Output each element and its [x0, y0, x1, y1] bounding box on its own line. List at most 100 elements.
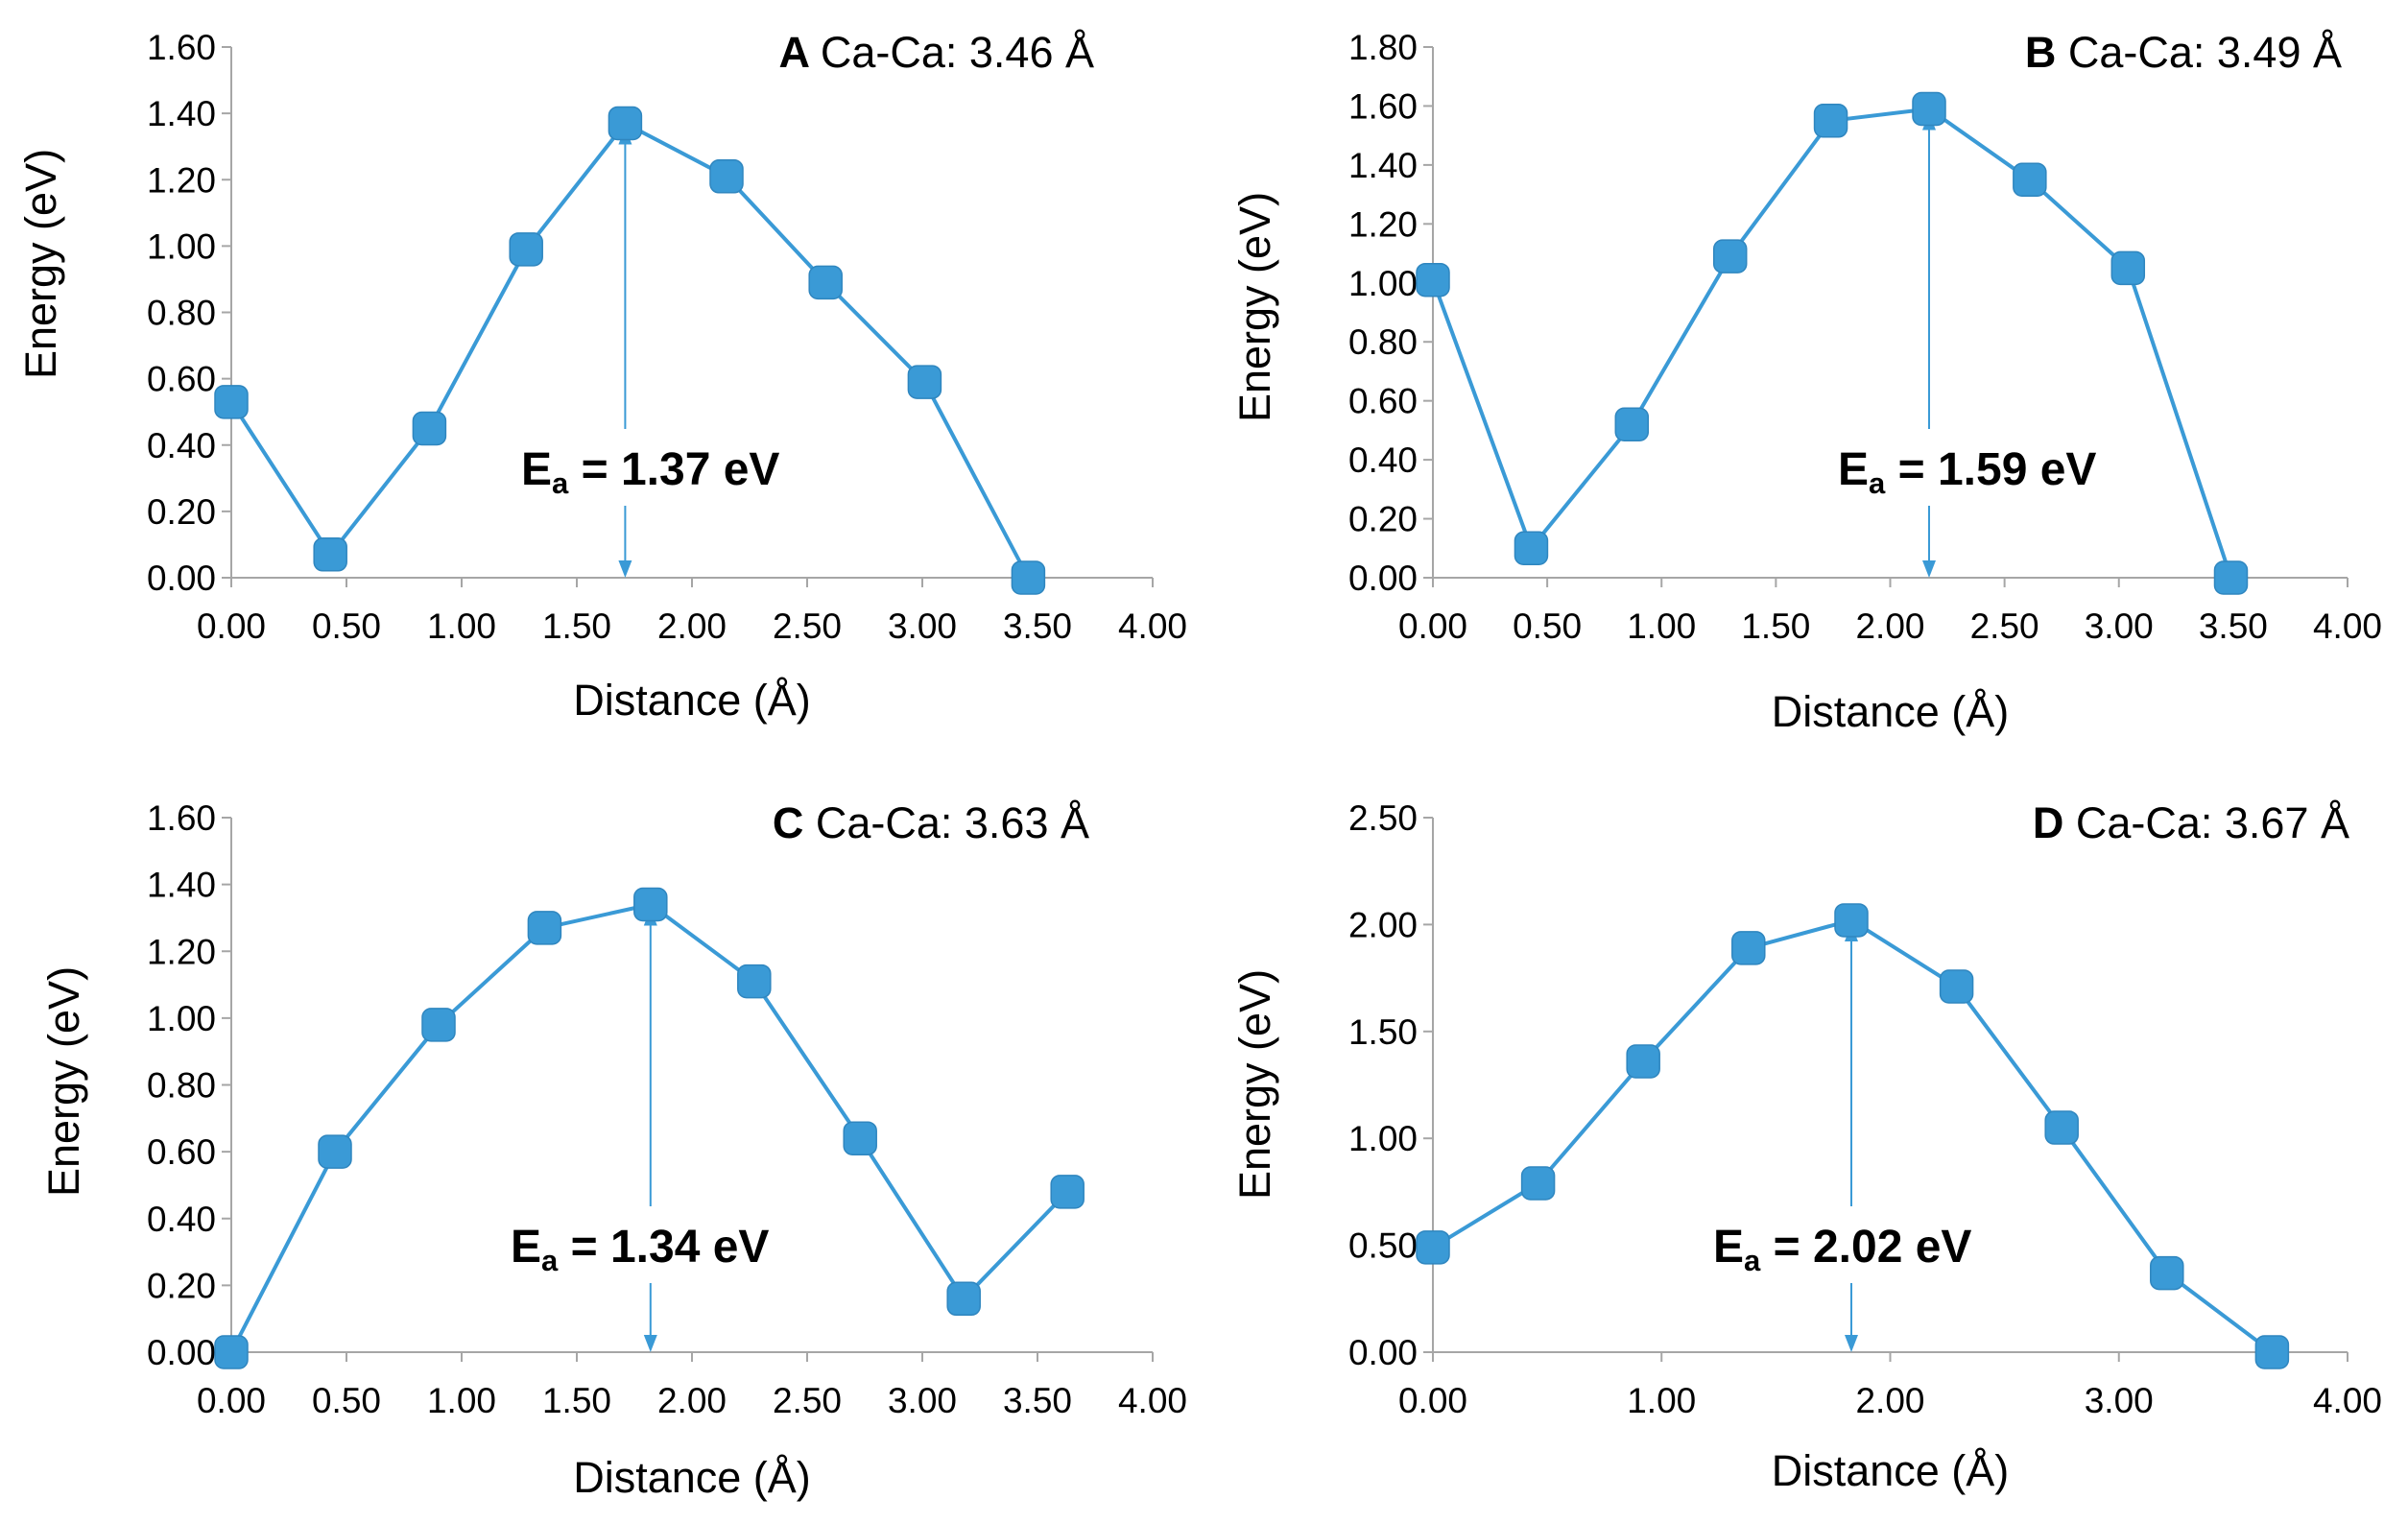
chart-d-y-tick-label: 1.50	[1348, 1012, 1418, 1052]
chart-b-x-tick-label: 2.00	[1855, 607, 1924, 646]
chart-b-y-tick-label: 0.00	[1348, 559, 1418, 598]
chart-d-y-axis-title: Energy (eV)	[1230, 969, 1279, 1200]
chart-d-ea-value: = 2.02 eV	[1760, 1222, 1971, 1273]
chart-a-y-tick-label: 0.60	[147, 360, 216, 399]
chart-c-y-tick-label: 0.40	[147, 1200, 216, 1239]
chart-d-x-tick-label: 1.00	[1627, 1381, 1696, 1420]
chart-a-x-tick-label: 1.00	[427, 607, 496, 646]
chart-c-data-point	[1050, 1175, 1085, 1209]
chart-c-data-point	[318, 1134, 352, 1169]
chart-d-title-text: Ca-Ca: 3.67 Å	[2076, 798, 2349, 847]
chart-b-y-tick-label: 1.20	[1348, 204, 1418, 244]
chart-b-y-axis-title: Energy (eV)	[1230, 192, 1279, 422]
chart-d-y-tick-label: 0.50	[1348, 1226, 1418, 1266]
chart-c-y-tick-label: 1.00	[147, 999, 216, 1038]
chart-d: 0.00 0.50 1.00 1.50 2.00 2.50 0.00 1.00 2.00 3.00…	[1230, 798, 2382, 1495]
chart-a-panel-letter: A	[779, 28, 821, 77]
chart-b-y-tick-label: 1.80	[1348, 28, 1418, 67]
chart-b-x-tick-label: 2.50	[1970, 607, 2039, 646]
chart-a-data-point	[214, 385, 249, 419]
chart-c-data-point	[946, 1281, 981, 1317]
chart-a-y-tick-label: 1.60	[147, 28, 216, 67]
chart-b-series-line	[1431, 107, 2233, 579]
chart-d-x-tick-label: 2.00	[1855, 1381, 1924, 1420]
chart-a-y-tick-label: 0.40	[147, 426, 216, 465]
chart-a-data-point	[1011, 560, 1046, 595]
chart-a-series-line	[229, 121, 1031, 579]
chart-a-ea-label: Ea = 1.37 eV	[521, 444, 779, 500]
chart-a-data-point	[509, 232, 543, 267]
chart-b-data-point	[1514, 531, 1549, 566]
chart-b-y-tick-label: 1.60	[1348, 86, 1418, 126]
chart-a-data-point	[808, 265, 843, 300]
chart-a-ea-symbol: E	[521, 444, 552, 495]
chart-d-data-point	[2044, 1110, 2079, 1145]
chart-a-title: A Ca-Ca: 3.46 Å	[779, 28, 1094, 77]
chart-b-x-tick-label: 1.00	[1627, 607, 1696, 646]
chart-a-y-tick-label: 0.00	[147, 559, 216, 598]
chart-a-x-tick-label: 3.00	[888, 607, 957, 646]
chart-c-panel-letter: C	[773, 798, 816, 847]
chart-c-ea-value: = 1.34 eV	[558, 1222, 769, 1273]
chart-b-title: B Ca-Ca: 3.49 Å	[2025, 28, 2342, 77]
chart-c-data-point	[421, 1008, 456, 1042]
chart-a: 0.00 0.20 0.40 0.60 0.80 1.00 1.20 1.40 1.60 0.00…	[16, 28, 1187, 725]
chart-c-x-tick-label: 2.50	[773, 1381, 842, 1420]
chart-d-data-point	[2254, 1335, 2290, 1369]
chart-b-y-tick-label: 0.60	[1348, 382, 1418, 421]
chart-c-x-tick-label: 2.00	[657, 1381, 727, 1420]
chart-d-data-point	[1731, 931, 1766, 965]
chart-c-title-text: Ca-Ca: 3.63 Å	[816, 798, 1089, 847]
chart-c-data-point	[737, 964, 772, 999]
chart-a-x-tick-label: 1.50	[542, 607, 611, 646]
chart-c-data-point	[214, 1335, 249, 1369]
chart-b-x-tick-label: 0.50	[1513, 607, 1582, 646]
chart-a-x-axis-title: Distance (Å)	[573, 676, 811, 725]
chart-a-y-axis-title: Energy (eV)	[16, 149, 65, 379]
chart-b-data-point	[1614, 407, 1650, 441]
chart-a-y-tick-label: 1.20	[147, 160, 216, 200]
chart-b-data-point	[2013, 162, 2047, 197]
chart-a-x-tick-label: 0.50	[312, 607, 381, 646]
chart-a-y-tick-label: 0.80	[147, 294, 216, 333]
chart-b-x-tick-label: 3.00	[2085, 607, 2154, 646]
chart-c-x-tick-label: 0.00	[197, 1381, 266, 1420]
chart-d-data-point	[1939, 969, 1974, 1004]
chart-a-x-tick-label: 0.00	[197, 607, 266, 646]
chart-b-y-tick-label: 0.40	[1348, 440, 1418, 480]
chart-c-y-tick-label: 1.60	[147, 798, 216, 838]
chart-b-ea-subscript: a	[1869, 466, 1886, 500]
chart-c-y-tick-label: 1.20	[147, 932, 216, 971]
chart-b: 0.00 0.20 0.40 0.60 0.80 1.00 1.20 1.40 1.60 1.80…	[1230, 28, 2382, 736]
chart-c-ea-symbol: E	[511, 1222, 541, 1273]
chart-d-x-axis-title: Distance (Å)	[1772, 1446, 2010, 1495]
chart-b-data-point	[2110, 250, 2146, 286]
chart-b-ea-symbol: E	[1838, 444, 1869, 495]
chart-a-data-point	[608, 106, 643, 141]
chart-d-ea-subscript: a	[1744, 1244, 1761, 1277]
chart-d-ea-label: Ea = 2.02 eV	[1713, 1222, 1971, 1277]
chart-b-data-point	[1813, 104, 1848, 138]
chart-d-y-tick-label: 1.00	[1348, 1119, 1418, 1158]
chart-c-data-point	[527, 911, 562, 945]
chart-c-ea-label: Ea = 1.34 eV	[511, 1222, 769, 1277]
chart-b-data-point	[1416, 262, 1450, 297]
chart-c-y-tick-label: 0.60	[147, 1132, 216, 1172]
chart-c-x-tick-label: 0.50	[312, 1381, 381, 1420]
chart-c-x-tick-label: 1.50	[542, 1381, 611, 1420]
chart-b-data-point	[2213, 560, 2249, 595]
chart-a-y-tick-label: 0.20	[147, 492, 216, 532]
chart-c-x-tick-label: 4.00	[1118, 1381, 1187, 1420]
chart-b-y-tick-label: 1.00	[1348, 264, 1418, 303]
chart-c-x-tick-label: 3.50	[1003, 1381, 1072, 1420]
chart-b-x-axis-title: Distance (Å)	[1772, 687, 2010, 736]
chart-c-x-tick-label: 3.00	[888, 1381, 957, 1420]
chart-a-x-tick-label: 4.00	[1118, 607, 1187, 646]
chart-b-y-tick-label: 0.80	[1348, 322, 1418, 362]
chart-a-x-tick-label: 2.00	[657, 607, 727, 646]
chart-b-x-tick-label: 3.50	[2199, 607, 2268, 646]
chart-a-data-point	[907, 365, 942, 399]
chart-b-data-point	[1712, 239, 1748, 274]
chart-b-x-tick-label: 4.00	[2313, 607, 2382, 646]
